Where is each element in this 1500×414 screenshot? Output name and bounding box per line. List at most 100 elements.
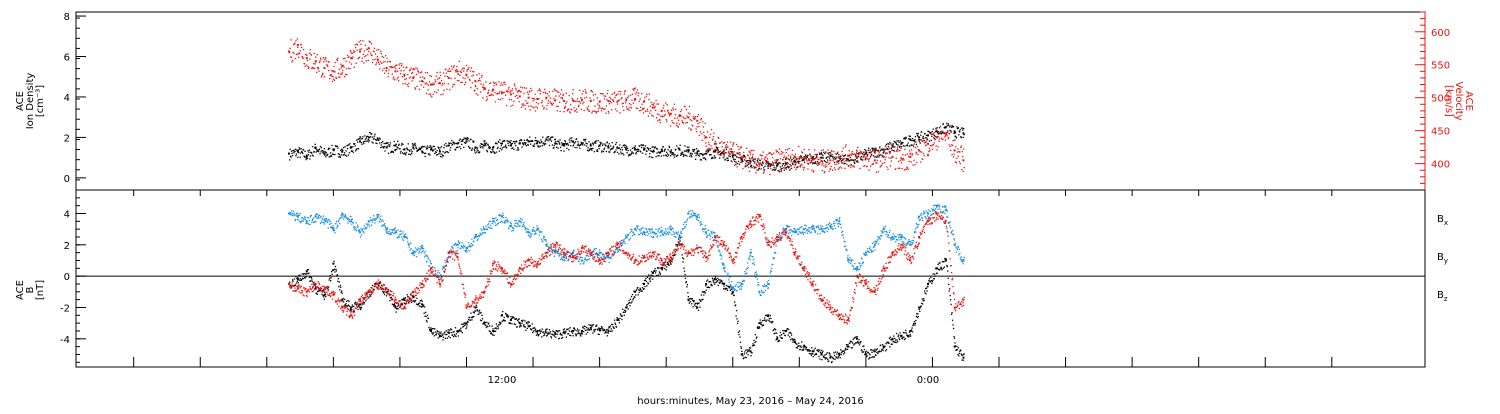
velocity-series-sample bbox=[709, 150, 710, 151]
bx-series-sample bbox=[648, 283, 649, 284]
ion-density-series-sample bbox=[745, 163, 746, 164]
by-series-sample bbox=[507, 221, 508, 222]
velocity-series-sample bbox=[570, 104, 571, 105]
ion-density-series-sample bbox=[714, 155, 715, 156]
ion-density-series-sample bbox=[423, 152, 424, 153]
velocity-series-sample bbox=[809, 162, 810, 163]
velocity-series-sample bbox=[441, 80, 442, 81]
bx-series-sample bbox=[638, 294, 639, 295]
velocity-series-sample bbox=[931, 145, 932, 146]
velocity-series-sample bbox=[853, 154, 854, 155]
bx-series-sample bbox=[422, 301, 423, 302]
velocity-series-sample bbox=[508, 87, 509, 88]
bx-series-sample bbox=[520, 325, 521, 326]
ion-density-series-sample bbox=[779, 171, 780, 172]
velocity-series-sample bbox=[491, 90, 492, 91]
velocity-series-sample bbox=[558, 92, 559, 93]
ion-density-series-sample bbox=[319, 148, 320, 149]
velocity-series-sample bbox=[463, 77, 464, 78]
ion-density-series-sample bbox=[799, 161, 800, 162]
velocity-series-sample bbox=[380, 51, 381, 52]
velocity-series-sample bbox=[756, 169, 757, 170]
bx-series-sample bbox=[471, 319, 472, 320]
ion-density-series-sample bbox=[910, 140, 911, 141]
ion-density-series-sample bbox=[761, 168, 762, 169]
velocity-series-sample bbox=[523, 103, 524, 104]
bx-series-sample bbox=[715, 276, 716, 277]
velocity-series-sample bbox=[541, 102, 542, 103]
velocity-series-sample bbox=[885, 157, 886, 158]
ion-density-series-sample bbox=[962, 130, 963, 131]
bx-series-sample bbox=[870, 357, 871, 358]
bx-series-sample bbox=[701, 294, 702, 295]
velocity-series-sample bbox=[702, 140, 703, 141]
ion-density-series-sample bbox=[414, 143, 415, 144]
bx-series-sample bbox=[686, 286, 687, 287]
velocity-series-sample bbox=[625, 102, 626, 103]
velocity-series-sample bbox=[553, 98, 554, 99]
velocity-series-sample bbox=[732, 145, 733, 146]
by-series-sample bbox=[480, 228, 481, 229]
velocity-series-sample bbox=[599, 105, 600, 106]
bx-series-sample bbox=[875, 355, 876, 356]
velocity-series-sample bbox=[819, 152, 820, 153]
bx-series-sample bbox=[937, 272, 938, 273]
velocity-series-sample bbox=[934, 132, 935, 133]
velocity-series-sample bbox=[470, 87, 471, 88]
bx-series-sample bbox=[481, 320, 482, 321]
velocity-series-sample bbox=[778, 170, 779, 171]
by-series-sample bbox=[495, 225, 496, 226]
velocity-series-sample bbox=[896, 151, 897, 152]
by-series-sample bbox=[398, 237, 399, 238]
velocity-series-sample bbox=[760, 163, 761, 164]
bx-series-sample bbox=[436, 334, 437, 335]
velocity-series-sample bbox=[668, 112, 669, 113]
ion-density-series-sample bbox=[592, 148, 593, 149]
velocity-series-sample bbox=[444, 83, 445, 84]
ion-density-series-sample bbox=[389, 146, 390, 147]
bx-series-sample bbox=[404, 303, 405, 304]
bx-series-sample bbox=[505, 320, 506, 321]
ion-density-series-sample bbox=[381, 142, 382, 143]
bx-series-sample bbox=[451, 329, 452, 330]
by-series-sample bbox=[323, 215, 324, 216]
bx-series-sample bbox=[625, 310, 626, 311]
bx-series-sample bbox=[531, 329, 532, 330]
ion-density-series-sample bbox=[445, 143, 446, 144]
by-series-sample bbox=[514, 225, 515, 226]
velocity-series-sample bbox=[451, 78, 452, 79]
velocity-series-sample bbox=[772, 157, 773, 158]
by-series-sample bbox=[435, 273, 436, 274]
velocity-series-point bbox=[954, 149, 956, 151]
velocity-series-sample bbox=[914, 143, 915, 144]
bx-series-sample bbox=[885, 343, 886, 344]
velocity-series-sample bbox=[789, 169, 790, 170]
velocity-series-sample bbox=[533, 107, 534, 108]
velocity-series-sample bbox=[596, 111, 597, 112]
ion-density-series-sample bbox=[410, 154, 411, 155]
ion-density-series-sample bbox=[356, 139, 357, 140]
bx-series-sample bbox=[719, 283, 720, 284]
velocity-series-sample bbox=[870, 155, 871, 156]
velocity-series-sample bbox=[420, 77, 421, 78]
by-series-sample bbox=[428, 258, 429, 259]
velocity-series-sample bbox=[329, 78, 330, 79]
ion-density-series-sample bbox=[331, 155, 332, 156]
velocity-series-sample bbox=[615, 109, 616, 110]
bx-series-sample bbox=[918, 316, 919, 317]
bx-series-sample bbox=[876, 352, 877, 353]
velocity-series-sample bbox=[792, 150, 793, 151]
velocity-series-sample bbox=[495, 101, 496, 102]
bx-series-sample bbox=[791, 338, 792, 339]
bx-series-sample bbox=[612, 324, 613, 325]
bx-series-sample bbox=[849, 342, 850, 343]
bx-series-sample bbox=[856, 336, 857, 337]
ion-density-series-sample bbox=[518, 147, 519, 148]
velocity-series-sample bbox=[696, 126, 697, 127]
bx-series-sample bbox=[716, 279, 717, 280]
ion-density-series-sample bbox=[632, 148, 633, 149]
bx-series-sample bbox=[912, 331, 913, 332]
bx-series-sample bbox=[941, 268, 942, 269]
ion-density-series-sample bbox=[718, 149, 719, 150]
bx-series-sample bbox=[566, 336, 567, 337]
